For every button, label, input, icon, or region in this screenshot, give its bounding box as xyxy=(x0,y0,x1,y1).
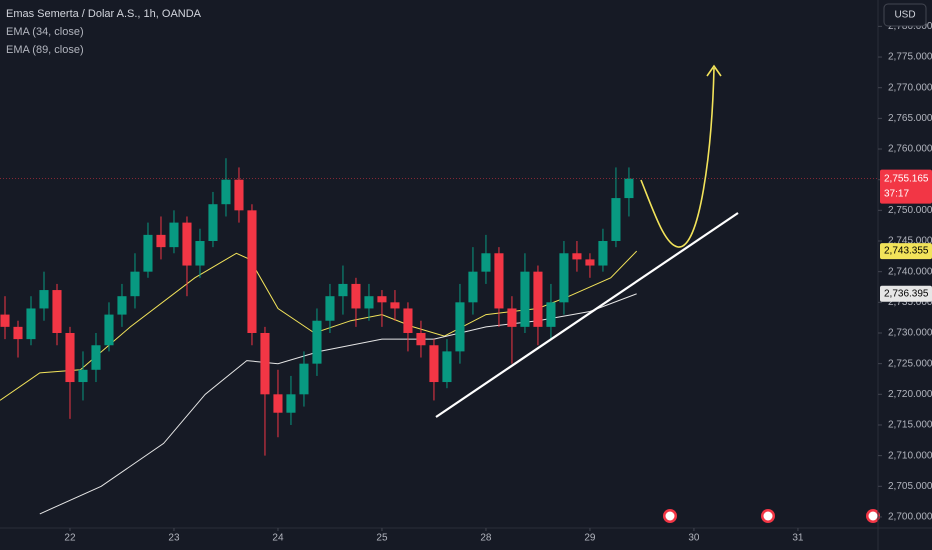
candle-body xyxy=(169,222,179,248)
plot-area xyxy=(0,158,878,515)
x-tick-label: 23 xyxy=(168,533,180,544)
candle-body xyxy=(234,179,244,211)
candle-body xyxy=(403,308,413,333)
price-tag-label: 2,743.355 xyxy=(884,246,929,257)
event-flag-inner xyxy=(868,511,878,521)
candle-body xyxy=(377,296,387,303)
candle-body xyxy=(351,283,361,309)
event-flags xyxy=(663,509,880,523)
candle-body xyxy=(195,241,205,266)
candle-body xyxy=(520,271,530,327)
candle-body xyxy=(338,283,348,297)
candle-body xyxy=(533,271,543,327)
candle-body xyxy=(273,394,283,413)
candle-body xyxy=(494,253,504,309)
candle-body xyxy=(286,394,296,413)
candle-body xyxy=(130,271,140,297)
candle-body xyxy=(13,326,23,340)
candle-body xyxy=(598,241,608,266)
x-tick-label: 28 xyxy=(480,533,492,544)
candle-body xyxy=(0,314,10,327)
y-tick-label: 2,740.000 xyxy=(888,266,932,277)
countdown: 37:17 xyxy=(884,188,909,199)
legend-entry: EMA (89, close) xyxy=(6,44,84,56)
y-tick-label: 2,735.000 xyxy=(888,297,932,308)
axes: 2,700.000 2,705.000 2,710.000 2,715.000 2,72… xyxy=(64,21,932,544)
candle-body xyxy=(39,290,49,309)
candle-body xyxy=(260,332,270,395)
candle-body xyxy=(26,308,36,340)
candle-body xyxy=(455,302,465,352)
candle-body xyxy=(468,271,478,303)
price-tag xyxy=(880,285,932,302)
x-tick-label: 31 xyxy=(792,533,804,544)
candle-body xyxy=(572,253,582,260)
candle-body xyxy=(559,253,569,303)
event-flag-inner xyxy=(763,511,773,521)
candle-body xyxy=(52,290,62,333)
currency-label: USD xyxy=(894,10,915,21)
candle-body xyxy=(312,320,322,364)
x-tick-label: 24 xyxy=(272,533,284,544)
candle-body xyxy=(247,210,257,333)
trendline xyxy=(435,212,739,418)
y-tick-label: 2,765.000 xyxy=(888,113,932,124)
candle-body xyxy=(78,369,88,383)
y-tick-label: 2,750.000 xyxy=(888,205,932,216)
candle-body xyxy=(624,178,634,199)
y-tick-label: 2,745.000 xyxy=(888,236,932,247)
candle-body xyxy=(429,345,439,383)
candle-body xyxy=(546,302,556,327)
candle-body xyxy=(143,234,153,272)
candle-body xyxy=(104,314,114,346)
y-tick-label: 2,705.000 xyxy=(888,481,932,492)
chart-title: Emas Semerta / Dolar A.S., 1h, OANDA xyxy=(6,8,202,20)
candle-body xyxy=(390,302,400,309)
y-tick-label: 2,780.000 xyxy=(888,21,932,32)
arrow-head xyxy=(706,64,722,77)
candle-body xyxy=(117,296,127,315)
ema-line xyxy=(0,250,638,401)
candle-body xyxy=(325,296,335,321)
candle-body xyxy=(364,296,374,309)
y-tick-label: 2,720.000 xyxy=(888,389,932,400)
y-tick-label: 2,715.000 xyxy=(888,420,932,431)
candle-body xyxy=(481,253,491,272)
candle-body xyxy=(507,308,517,327)
y-tick-label: 2,770.000 xyxy=(888,82,932,93)
y-tick-label: 2,760.000 xyxy=(888,144,932,155)
candle-body xyxy=(585,259,595,266)
price-tag-label: 2,736.395 xyxy=(884,288,929,299)
y-tick-label: 2,725.000 xyxy=(888,358,932,369)
x-tick-label: 25 xyxy=(376,533,388,544)
y-tick-label: 2,700.000 xyxy=(888,512,932,523)
forecast-arrow xyxy=(640,67,715,248)
event-flag-inner xyxy=(665,511,675,521)
candle-body xyxy=(182,222,192,266)
last-price-label: 2,755.165 xyxy=(884,173,929,184)
x-tick-label: 29 xyxy=(584,533,596,544)
candle-body xyxy=(65,332,75,383)
x-tick-label: 30 xyxy=(688,533,700,544)
candle-body xyxy=(208,204,218,242)
last-price-tag xyxy=(880,169,932,204)
candle-body xyxy=(416,332,426,346)
x-tick-label: 22 xyxy=(64,533,76,544)
candle-body xyxy=(442,351,452,383)
candle-body xyxy=(156,234,166,248)
candle-body xyxy=(299,363,309,395)
y-tick-label: 2,730.000 xyxy=(888,328,932,339)
price-tag xyxy=(880,243,932,260)
legend-entry: EMA (34, close) xyxy=(6,26,84,38)
candle-body xyxy=(611,198,621,242)
candle-body xyxy=(91,345,101,370)
y-tick-label: 2,775.000 xyxy=(888,52,932,63)
candle-body xyxy=(221,179,231,205)
y-tick-label: 2,710.000 xyxy=(888,450,932,461)
currency-button[interactable] xyxy=(883,3,927,27)
